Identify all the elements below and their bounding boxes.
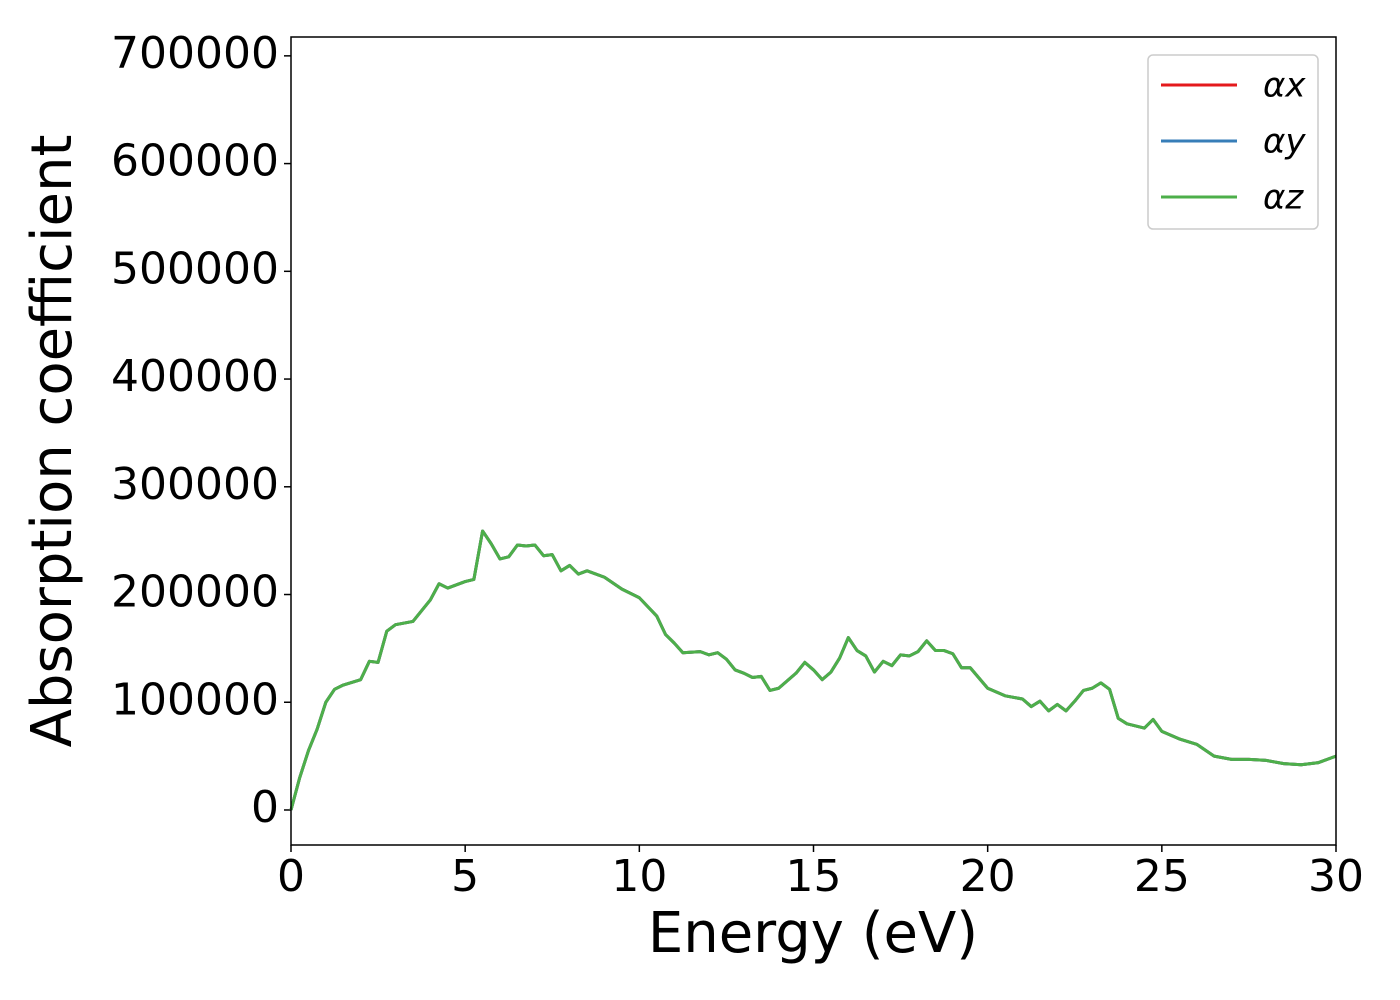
y-tick-label: 200000 (111, 567, 279, 618)
x-axis-label: Energy (eV) (648, 901, 978, 966)
x-tick-label: 20 (960, 851, 1016, 902)
legend-label: αz (1263, 178, 1304, 218)
y-tick-label: 600000 (111, 136, 279, 187)
x-tick-label: 25 (1134, 851, 1190, 902)
y-tick-label: 300000 (111, 459, 279, 510)
y-tick-label: 500000 (111, 243, 279, 294)
y-axis-label: Absorption coefficient (20, 135, 85, 748)
x-tick-label: 10 (611, 851, 667, 902)
plot-frame (290, 36, 1337, 846)
line-series (289, 529, 1337, 811)
y-tick-label: 100000 (111, 674, 279, 725)
x-tick-label: 5 (451, 851, 479, 902)
legend: αx αy αz (1147, 54, 1319, 230)
legend-label: αy (1263, 122, 1306, 162)
x-tick-label: 0 (277, 851, 305, 902)
y-tick-label: 0 (251, 782, 279, 833)
y-tick-label: 400000 (111, 351, 279, 402)
x-tick-label: 15 (786, 851, 842, 902)
y-tick-label: 700000 (111, 28, 279, 79)
legend-label: αx (1263, 66, 1306, 106)
x-tick-label: 30 (1308, 851, 1364, 902)
